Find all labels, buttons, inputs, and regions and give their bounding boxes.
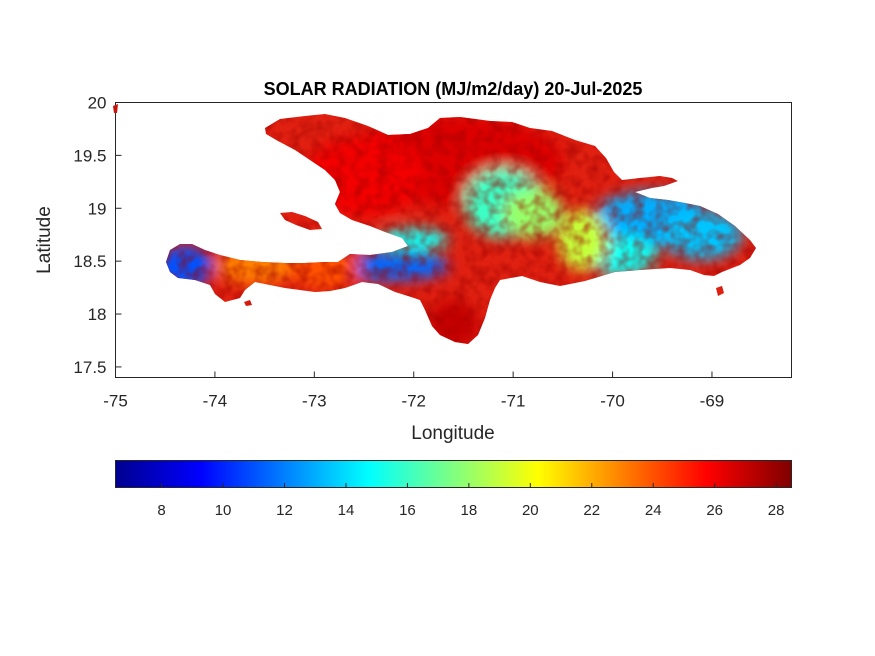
colorbar-tick-label: 28: [768, 502, 785, 519]
colorbar-tick-label: 22: [583, 502, 600, 519]
y-tick-label: 19: [88, 199, 107, 218]
colorbar-tick-label: 24: [645, 502, 662, 519]
x-tick-label: -71: [501, 392, 526, 411]
y-tick-label: 20: [88, 94, 107, 113]
x-axis-label: Longitude: [411, 423, 494, 444]
x-tick-label: -73: [302, 392, 327, 411]
colorbar-tick-label: 8: [157, 502, 165, 519]
x-axis-ticks: -75 -74 -73 -72 -71 -70 -69: [103, 371, 725, 411]
x-tick-label: -69: [700, 392, 725, 411]
colorbar-tick-label: 14: [338, 502, 355, 519]
x-tick-label: -70: [600, 392, 625, 411]
x-tick-label: -72: [401, 392, 426, 411]
colorbar-tick-label: 26: [706, 502, 723, 519]
plot-area: -75 -74 -73 -72 -71 -70 -69 17.5 18 18.5 19 19.5 20: [73, 94, 792, 411]
y-tick-label: 19.5: [73, 146, 106, 165]
colorbar: 8 10 12 14 16 18 20 22 24 26 28: [115, 460, 792, 519]
y-axis-ticks: 17.5 18 18.5 19 19.5 20: [73, 94, 122, 377]
x-tick-label: -75: [103, 392, 128, 411]
y-tick-label: 18.5: [73, 252, 106, 271]
map-title: SOLAR RADIATION (MJ/m2/day) 20-Jul-2025: [264, 79, 643, 99]
colorbar-gradient: [115, 460, 792, 488]
y-tick-label: 17.5: [73, 358, 106, 377]
y-tick-label: 18: [88, 305, 107, 324]
colorbar-tick-label: 18: [461, 502, 478, 519]
colorbar-tick-label: 20: [522, 502, 539, 519]
colorbar-tick-label: 16: [399, 502, 416, 519]
x-tick-label: -74: [203, 392, 228, 411]
colorbar-tick-label: 10: [215, 502, 232, 519]
colorbar-tick-label: 12: [276, 502, 293, 519]
colorbar-ticks: 8 10 12 14 16 18 20 22 24 26 28: [157, 483, 784, 519]
y-axis-label: Latitude: [34, 206, 55, 274]
